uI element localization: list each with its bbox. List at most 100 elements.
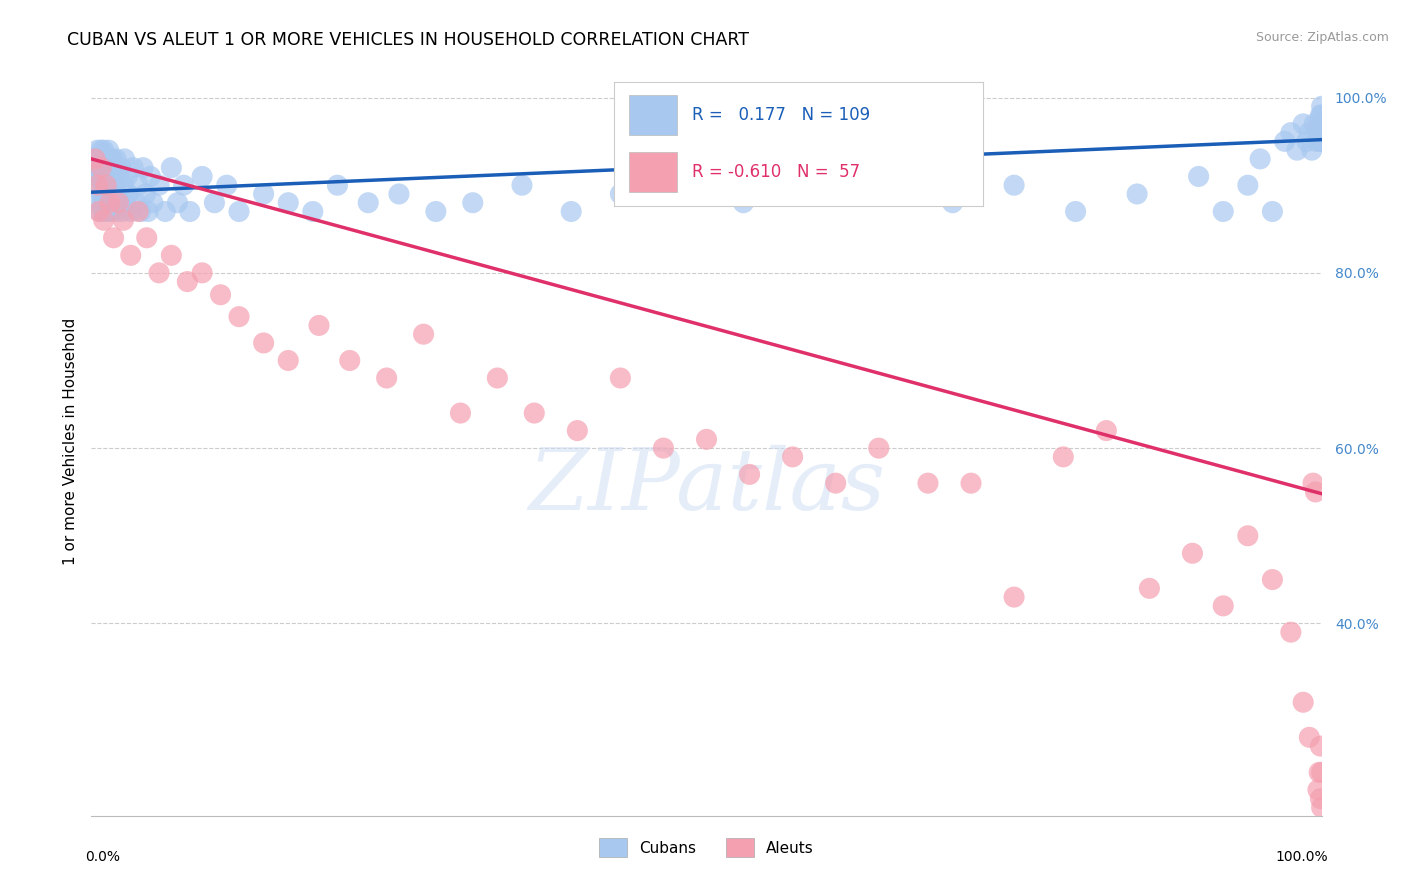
Point [609,371,631,385]
Point [1310,135,1333,149]
Point [1279,126,1302,140]
Point [83,161,105,175]
Point [1052,450,1074,464]
Y-axis label: 1 or more Vehicles in Household: 1 or more Vehicles in Household [62,318,77,566]
Point [1212,599,1234,613]
Point [100,178,122,193]
Point [96,178,117,193]
Point [84,152,107,166]
Point [114,195,138,210]
Point [98,195,121,210]
Text: ZIPatlas: ZIPatlas [527,445,886,528]
Point [1187,169,1209,184]
Point [425,204,447,219]
Point [209,287,232,301]
Point [1302,476,1324,491]
Point [110,161,132,175]
Point [103,195,125,210]
Point [1261,573,1284,587]
Point [339,353,361,368]
Point [1274,135,1296,149]
Point [101,186,124,201]
Point [166,195,188,210]
Point [176,275,198,289]
Point [941,195,963,210]
Point [120,204,142,219]
Point [1309,108,1331,122]
Point [127,204,149,219]
Point [301,204,323,219]
Point [1095,424,1118,438]
Point [98,169,121,184]
Point [142,195,165,210]
Text: 0.0%: 0.0% [86,850,121,863]
Text: Source: ZipAtlas.com: Source: ZipAtlas.com [1256,31,1389,45]
Point [695,433,717,447]
Point [277,195,299,210]
Point [228,310,250,324]
Point [148,178,170,193]
Point [93,213,115,227]
Point [1126,186,1149,201]
Point [96,178,117,193]
Point [105,152,127,166]
Point [89,169,111,184]
Point [94,195,117,210]
Point [510,178,533,193]
Point [1310,108,1333,122]
Point [228,204,250,219]
Point [1002,590,1025,604]
Point [86,178,108,193]
Point [1301,143,1323,157]
Point [1249,152,1271,166]
Point [94,169,117,184]
Point [122,161,145,175]
Point [136,204,159,219]
Point [1308,765,1330,780]
Point [191,169,214,184]
Point [98,195,121,210]
Point [107,169,129,184]
Point [868,186,890,201]
Text: 100.0%: 100.0% [1275,850,1327,863]
Point [412,327,434,342]
Point [1310,126,1333,140]
Point [114,152,136,166]
Point [105,204,127,219]
Point [388,186,411,201]
Point [91,161,114,175]
Point [112,178,135,193]
Point [129,204,152,219]
Point [1306,126,1329,140]
Point [567,424,589,438]
Point [652,441,675,455]
Point [97,143,120,157]
Point [806,178,828,193]
Point [191,266,214,280]
Point [93,178,115,193]
Point [609,186,631,201]
Point [1310,117,1333,131]
Point [733,195,755,210]
Point [93,204,115,219]
Point [96,204,118,219]
Point [1310,765,1333,780]
Point [1309,791,1331,805]
Point [560,204,582,219]
Point [486,371,509,385]
Point [117,186,139,201]
Point [1308,117,1330,131]
Point [87,204,110,219]
Point [179,204,201,219]
Point [253,186,276,201]
Legend: Cubans, Aleuts: Cubans, Aleuts [592,830,821,864]
Point [103,161,125,175]
Point [375,371,398,385]
Point [1310,99,1333,113]
Point [135,231,157,245]
Point [253,335,276,350]
Point [148,266,170,280]
Point [277,353,299,368]
Point [124,195,146,210]
Point [112,213,135,227]
